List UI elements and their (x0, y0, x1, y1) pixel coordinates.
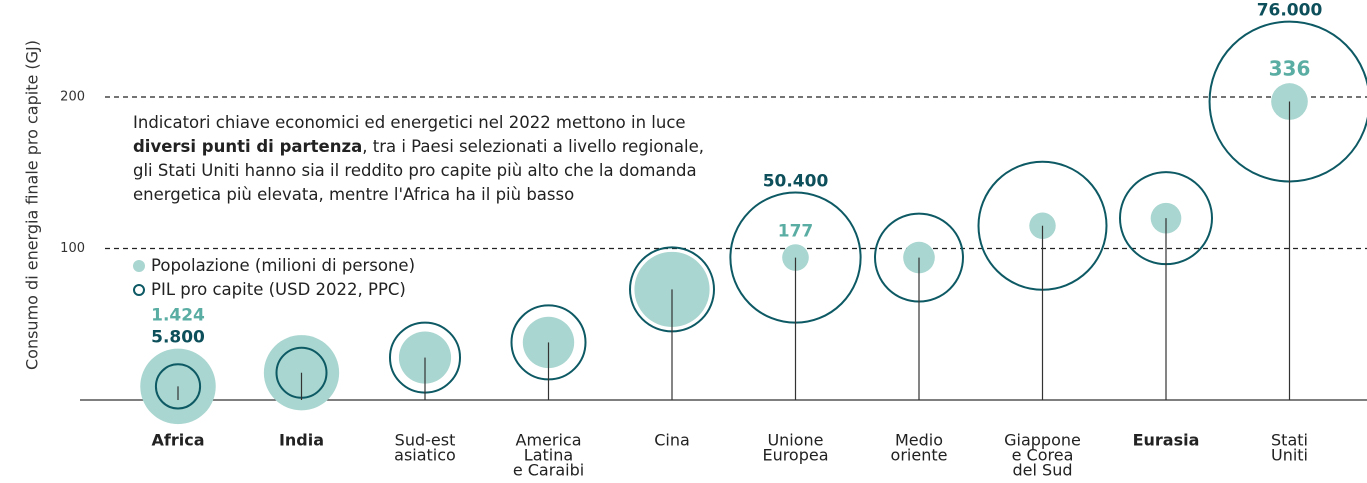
population-value-label: 177 (778, 221, 814, 241)
population-value-label: 1.424 (151, 306, 205, 326)
x-tick-label: America (516, 431, 582, 450)
annotation-text: , tra i Paesi selezionati a livello regi… (133, 137, 704, 204)
population-value-label: 336 (1269, 57, 1311, 81)
annotation: Indicatori chiave economici ed energetic… (133, 111, 713, 207)
gdp-bubble (154, 363, 202, 410)
x-tick-label: e Caraibi (513, 461, 584, 480)
x-tick-label: Cina (654, 431, 690, 450)
x-tick-label: Latina (524, 446, 573, 465)
y-axis-label: Consumo di energia finale pro capite (GJ… (23, 40, 42, 370)
population-bubble (263, 335, 340, 411)
legend-label: PIL pro capite (USD 2022, PPC) (151, 280, 406, 299)
x-tick-label: del Sud (1013, 461, 1073, 480)
annotation-bold: diversi punti di partenza (133, 137, 363, 156)
gdp-value-label: 5.800 (151, 328, 205, 348)
x-tick-label: Stati (1271, 431, 1308, 450)
legend-label: Popolazione (milioni di persone) (151, 256, 416, 275)
x-tick-label: Sud-est (395, 431, 456, 450)
x-tick-label: oriente (891, 446, 948, 465)
x-tick-label: Africa (152, 431, 205, 450)
legend-swatch (133, 260, 145, 272)
legend: Popolazione (milioni di persone) PIL pro… (133, 254, 415, 302)
x-tick-label: asiatico (394, 446, 456, 465)
x-tick-label: Unione (767, 431, 823, 450)
gdp-value-label: 50.400 (763, 171, 829, 191)
x-tick-label: e Corea (1012, 446, 1074, 465)
x-tick-label: Giappone (1004, 431, 1081, 450)
x-tick-label: Medio (895, 431, 943, 450)
gdp-value-label: 76.000 (1257, 1, 1323, 21)
legend-swatch (133, 284, 145, 296)
y-tick-label: 100 (60, 241, 85, 256)
x-tick-label: Uniti (1271, 446, 1308, 465)
annotation-text: Indicatori chiave economici ed energetic… (133, 113, 686, 132)
legend-item: Popolazione (milioni di persone) (133, 254, 415, 278)
y-tick-label: 200 (60, 89, 85, 104)
x-tick-label: Eurasia (1133, 431, 1200, 450)
legend-item: PIL pro capite (USD 2022, PPC) (133, 278, 415, 302)
x-tick-label: India (279, 431, 324, 450)
x-tick-label: Europea (762, 446, 828, 465)
